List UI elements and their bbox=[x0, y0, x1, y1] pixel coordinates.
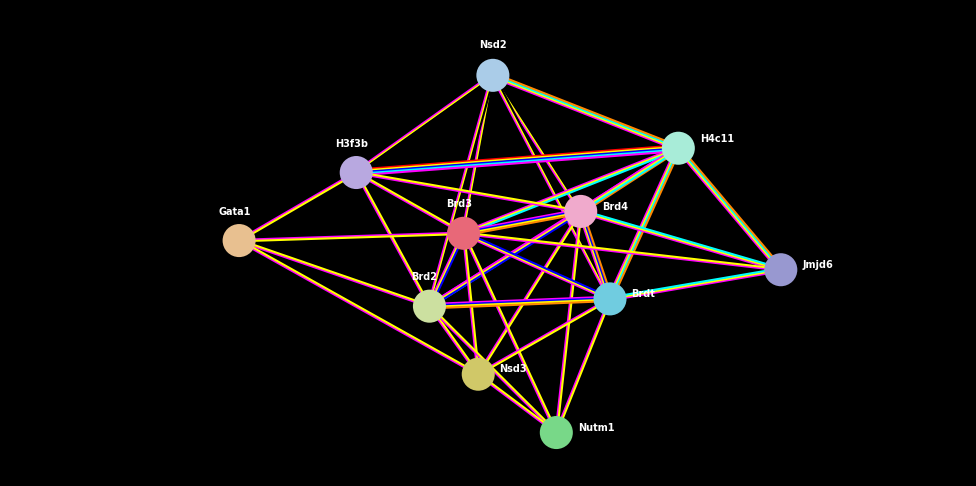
Circle shape bbox=[564, 195, 597, 228]
Text: Nsd2: Nsd2 bbox=[479, 40, 507, 50]
Circle shape bbox=[447, 217, 480, 250]
Circle shape bbox=[476, 59, 509, 92]
Circle shape bbox=[223, 224, 256, 257]
Text: Brdt: Brdt bbox=[631, 289, 655, 299]
Circle shape bbox=[662, 132, 695, 165]
Circle shape bbox=[413, 290, 446, 323]
Text: Brd3: Brd3 bbox=[446, 199, 471, 209]
Circle shape bbox=[764, 253, 797, 286]
Circle shape bbox=[540, 416, 573, 449]
Text: H4c11: H4c11 bbox=[700, 134, 734, 143]
Circle shape bbox=[593, 282, 627, 315]
Text: Brd4: Brd4 bbox=[602, 202, 629, 211]
Text: Nsd3: Nsd3 bbox=[500, 364, 527, 374]
Text: Gata1: Gata1 bbox=[218, 207, 251, 217]
Text: Jmjd6: Jmjd6 bbox=[802, 260, 833, 270]
Text: H3f3b: H3f3b bbox=[335, 139, 368, 149]
Circle shape bbox=[462, 358, 495, 391]
Text: Nutm1: Nutm1 bbox=[578, 423, 614, 433]
Text: Brd2: Brd2 bbox=[412, 272, 437, 282]
Circle shape bbox=[340, 156, 373, 189]
